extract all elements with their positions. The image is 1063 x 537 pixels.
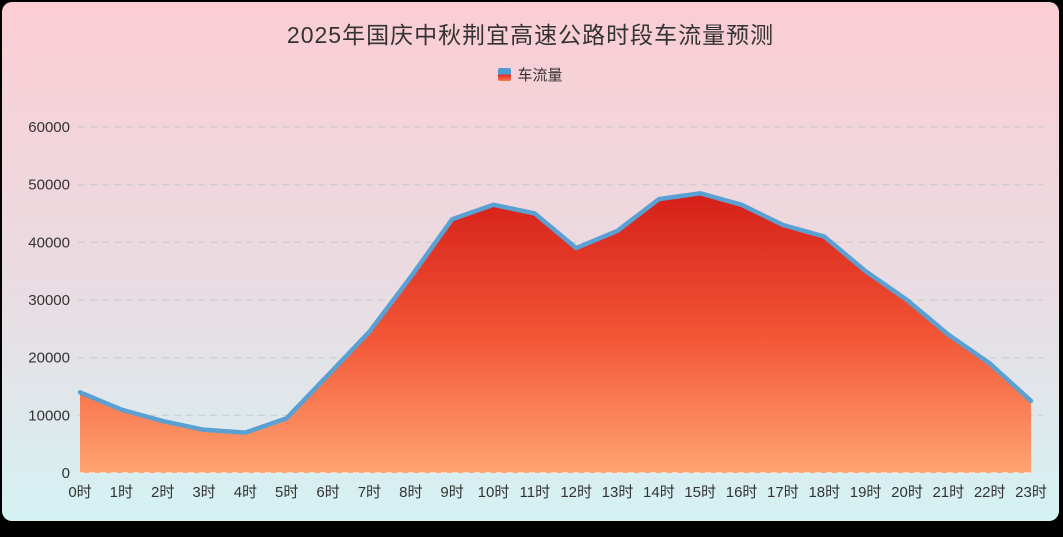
x-axis-label: 23时 — [1015, 484, 1047, 501]
y-axis-label: 60000 — [28, 119, 70, 136]
x-axis-label: 16时 — [726, 484, 758, 501]
x-axis-label: 4时 — [234, 484, 257, 501]
y-axis-label: 10000 — [28, 407, 70, 424]
x-axis-label: 0时 — [68, 484, 91, 501]
x-axis-labels: 0时 1时 2时 3时 4时 5时 6时 7时 8时 9时 10时 11时 12时 13时 14时 15时 16… — [68, 484, 1047, 501]
x-axis-label: 18时 — [808, 484, 840, 501]
x-axis-label: 15时 — [684, 484, 716, 501]
x-axis-label: 11时 — [520, 484, 551, 501]
traffic-line — [77, 191, 1034, 435]
y-axis-labels: 0 10000 20000 30000 40000 50000 60000 — [28, 119, 70, 482]
x-axis-label: 7时 — [358, 484, 381, 501]
x-axis-label: 3时 — [192, 484, 215, 501]
x-axis-label: 6时 — [316, 484, 339, 501]
x-axis-label: 1时 — [110, 484, 133, 501]
y-axis-label: 40000 — [28, 234, 70, 251]
x-axis-label: 21时 — [932, 484, 964, 501]
traffic-area-fill — [80, 193, 1031, 474]
x-axis-label: 5时 — [275, 484, 298, 501]
x-axis-label: 8时 — [399, 484, 422, 501]
x-axis-label: 9时 — [440, 484, 463, 501]
x-axis-label: 20时 — [891, 484, 923, 501]
x-axis-label: 19时 — [850, 484, 882, 501]
y-axis-label: 30000 — [28, 292, 70, 309]
x-axis-label: 12时 — [560, 484, 592, 501]
chart-title: 2025年国庆中秋荆宜高速公路时段车流量预测 — [286, 22, 775, 48]
x-axis-label: 10时 — [478, 484, 510, 501]
x-axis-label: 22时 — [974, 484, 1006, 501]
y-axis-label: 0 — [62, 465, 70, 482]
legend-item-traffic[interactable]: 车流量 — [2, 64, 1059, 85]
traffic-area-chart: 0 10000 20000 30000 40000 50000 60000 0时 1时 2时 3时 4… — [28, 119, 1047, 501]
x-axis-label: 14时 — [643, 484, 675, 501]
x-axis-label: 17时 — [767, 484, 799, 501]
legend-marker-icon — [498, 68, 512, 81]
y-axis-label: 20000 — [28, 350, 70, 367]
y-axis-label: 50000 — [28, 177, 70, 194]
legend-item-label: 车流量 — [517, 67, 563, 84]
x-axis-label: 2时 — [151, 484, 174, 501]
x-axis-label: 13时 — [602, 484, 634, 501]
chart-panel: 2025年国庆中秋荆宜高速公路时段车流量预测 车流量 0 10000 20000 30… — [2, 2, 1059, 521]
